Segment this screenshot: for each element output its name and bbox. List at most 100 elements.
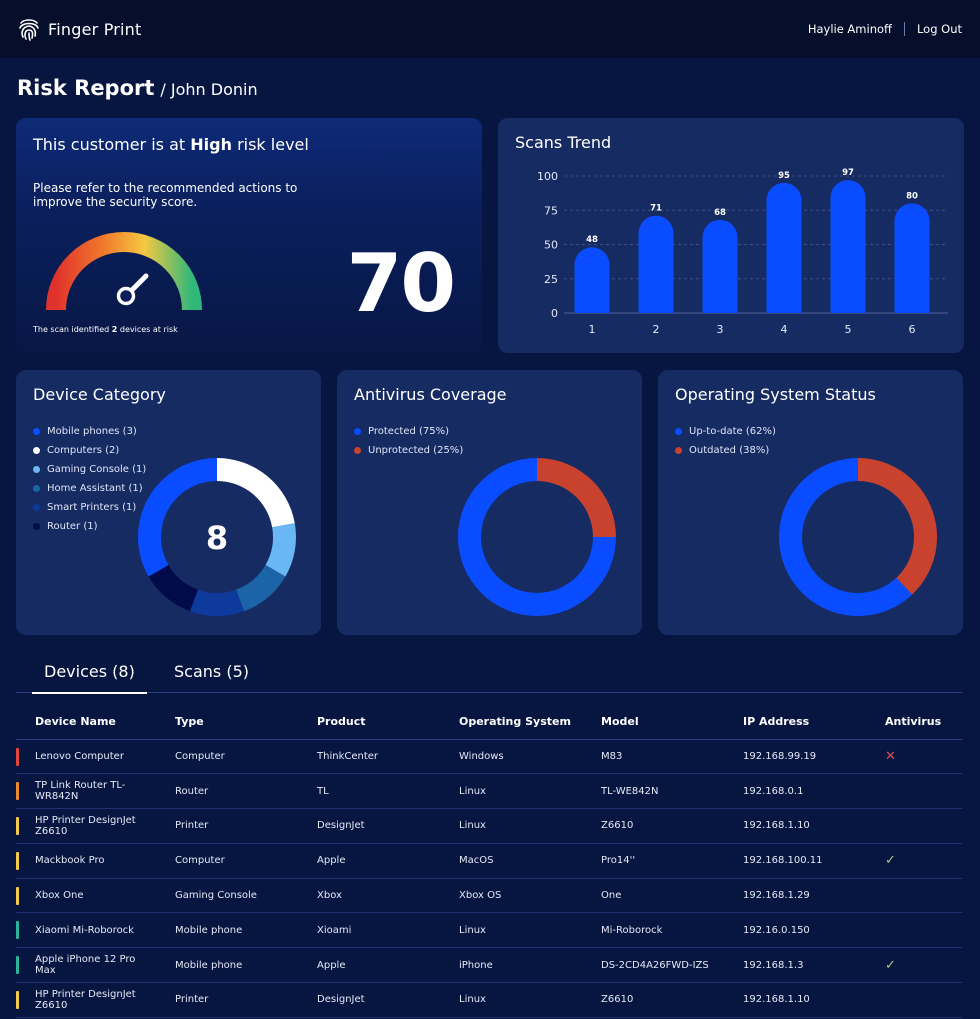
- risk-description: Please refer to the recommended actions …: [33, 181, 298, 209]
- risk-flag: [16, 817, 19, 836]
- device-name-text: TP Link Router TL-WR842N: [35, 780, 126, 803]
- table-row[interactable]: Apple iPhone 12 Pro Max Mobile phone Apple…: [16, 947, 962, 984]
- donut-slice-gaming-console: [265, 523, 296, 577]
- page-title: Risk Report / John Donin: [17, 76, 258, 100]
- legend-item: Smart Printers (1): [33, 498, 146, 517]
- table-row[interactable]: HP Printer DesignJet Z6610 Printer DesignJ…: [16, 808, 962, 844]
- risk-gauge: [46, 232, 202, 311]
- legend-swatch: [354, 428, 361, 435]
- device-ip: 192.168.1.29: [724, 878, 866, 914]
- column-header-type[interactable]: Type: [156, 705, 298, 740]
- device-type: Computer: [156, 843, 298, 879]
- device-type: Gaming Console: [156, 878, 298, 914]
- cross-icon: ✕: [885, 748, 896, 764]
- device-name: Lenovo Computer: [16, 739, 156, 775]
- risk-flag: [16, 747, 19, 766]
- risk-heading-prefix: This customer is at: [33, 135, 186, 154]
- os-status-title: Operating System Status: [675, 385, 876, 404]
- device-ip: 192.168.0.1: [724, 773, 866, 810]
- legend-item: Outdated (38%): [675, 441, 776, 460]
- device-name: Apple iPhone 12 Pro Max: [16, 947, 156, 984]
- legend-label: Home Assistant (1): [47, 483, 143, 494]
- donut-slice-unprotected: [537, 458, 616, 537]
- legend-item: Router (1): [33, 517, 146, 536]
- bar-value-label: 71: [650, 204, 662, 214]
- y-tick-label: 50: [544, 239, 558, 252]
- devices-table: Device Name Type Product Operating Syste…: [16, 705, 962, 1018]
- legend-swatch: [33, 523, 40, 530]
- bar-value-label: 95: [778, 171, 790, 181]
- table-row[interactable]: HP Printer DesignJet Z6610 Printer DesignJ…: [16, 982, 962, 1018]
- device-os: Windows: [440, 739, 582, 775]
- fingerprint-icon: [19, 19, 39, 41]
- device-os: Linux: [440, 982, 582, 1018]
- legend-label: Gaming Console (1): [47, 464, 147, 475]
- column-header-model[interactable]: Model: [582, 705, 724, 740]
- legend-swatch: [33, 466, 40, 473]
- risk-level-card: This customer is at High risk level Plea…: [16, 118, 482, 353]
- device-os: Linux: [440, 912, 582, 949]
- risk-note-suffix: devices at risk: [119, 325, 178, 334]
- device-name-text: Xbox One: [35, 890, 84, 902]
- tab-scans[interactable]: Scans (5): [174, 662, 249, 681]
- device-name: HP Printer DesignJet Z6610: [16, 982, 156, 1018]
- table-row[interactable]: Xbox One Gaming Console Xbox Xbox OS One 192.…: [16, 878, 962, 914]
- device-antivirus: [866, 982, 962, 1018]
- legend-label: Up-to-date (62%): [689, 426, 776, 437]
- table-row[interactable]: Mackbook Pro Computer Apple MacOS Pro14'' 192…: [16, 843, 962, 879]
- device-name-text: Xiaomi Mi-Roborock: [35, 924, 134, 936]
- tab-devices[interactable]: Devices (8): [32, 662, 147, 694]
- device-antivirus: ✕: [866, 739, 962, 775]
- risk-flag: [16, 991, 19, 1010]
- device-name-text: Mackbook Pro: [35, 855, 105, 867]
- device-product: Apple: [298, 843, 440, 879]
- risk-note: The scan identified 2 devices at risk: [33, 325, 178, 334]
- column-header-operating-system[interactable]: Operating System: [440, 705, 582, 740]
- table-row[interactable]: Lenovo Computer Computer ThinkCenter Window…: [16, 739, 962, 775]
- device-name: TP Link Router TL-WR842N: [16, 773, 156, 810]
- risk-note-count: 2: [111, 325, 118, 334]
- risk-flag: [16, 921, 19, 940]
- device-model: Z6610: [582, 808, 724, 844]
- device-name-text: Lenovo Computer: [35, 750, 124, 762]
- device-model: Z6610: [582, 982, 724, 1018]
- donut-slice-home-assistant: [236, 565, 286, 612]
- scans-trend-chart: 0 25 50 75 100 48 1 71 2 68 3 95 4 97 5 80 6: [537, 168, 948, 336]
- device-name: HP Printer DesignJet Z6610: [16, 808, 156, 844]
- column-header-antivirus[interactable]: Antivirus: [866, 705, 962, 740]
- x-tick-label: 2: [653, 323, 660, 336]
- column-header-ip-address[interactable]: IP Address: [724, 705, 866, 740]
- bar-1: [574, 247, 610, 313]
- legend-label: Protected (75%): [368, 426, 450, 437]
- x-tick-label: 3: [717, 323, 724, 336]
- bar-value-label: 80: [906, 191, 918, 201]
- device-product: TL: [298, 773, 440, 810]
- legend-swatch: [33, 504, 40, 511]
- x-tick-label: 4: [781, 323, 788, 336]
- device-category-donut: 8: [138, 458, 296, 616]
- risk-flag: [16, 886, 19, 905]
- table-row[interactable]: Xiaomi Mi-Roborock Mobile phone Xioami Linu…: [16, 912, 962, 949]
- table-row[interactable]: TP Link Router TL-WR842N Router TL Linux TL-…: [16, 773, 962, 810]
- column-header-product[interactable]: Product: [298, 705, 440, 740]
- column-header-device-name[interactable]: Device Name: [16, 705, 156, 740]
- device-ip: 192.168.1.10: [724, 808, 866, 844]
- donut-slice-smart-printers: [189, 589, 245, 616]
- device-antivirus: [866, 912, 962, 949]
- antivirus-coverage-card: Antivirus Coverage Protected (75%) Unprot…: [337, 370, 642, 635]
- brand[interactable]: Finger Print: [18, 17, 142, 41]
- risk-flag: [16, 851, 19, 870]
- legend-label: Computers (2): [47, 445, 120, 456]
- device-name-text: HP Printer DesignJet Z6610: [35, 988, 136, 1011]
- device-type: Printer: [156, 808, 298, 844]
- device-model: DS-2CD4A26FWD-IZS: [582, 947, 724, 984]
- user-name[interactable]: Haylie Aminoff: [807, 22, 892, 36]
- donut-slice-router: [148, 565, 198, 612]
- device-category-title: Device Category: [33, 385, 166, 404]
- device-antivirus: [866, 878, 962, 914]
- logout-button[interactable]: Log Out: [916, 22, 962, 36]
- device-ip: 192.168.1.10: [724, 982, 866, 1018]
- page-title-main: Risk Report: [17, 76, 155, 100]
- device-ip: 192.16.0.150: [724, 912, 866, 949]
- check-icon: ✓: [885, 957, 896, 973]
